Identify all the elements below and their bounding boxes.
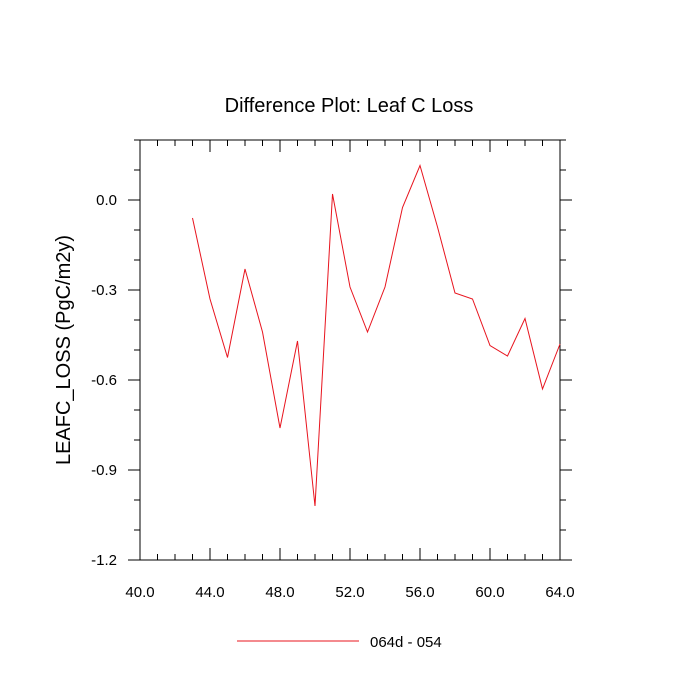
legend: 064d - 054 [237, 634, 442, 651]
y-tick-label: -1.2 [91, 552, 117, 569]
legend-label: 064d - 054 [370, 634, 442, 651]
y-tick-label: 0.0 [96, 192, 117, 209]
x-tick-label: 60.0 [475, 584, 504, 601]
y-tick-label: -0.9 [91, 462, 117, 479]
y-tick-label: -0.6 [91, 372, 117, 389]
x-tick-label: 52.0 [335, 584, 364, 601]
axis-ticks [128, 139, 572, 561]
x-tick-label: 64.0 [545, 584, 574, 601]
x-tick-label: 56.0 [405, 584, 434, 601]
axis-tick-labels: 40.0 44.0 48.0 52.0 56.0 60.0 64.0 -1.2 -0.9 -0.6… [91, 192, 574, 601]
y-axis-label: LEAFC_LOSS (PgC/m2y) [53, 235, 75, 465]
x-tick-label: 48.0 [265, 584, 294, 601]
x-tick-label: 44.0 [195, 584, 224, 601]
chart-title: Difference Plot: Leaf C Loss [225, 95, 474, 117]
series-layer [192, 163, 561, 507]
x-tick-label: 40.0 [125, 584, 154, 601]
series-line-0 [192, 163, 561, 507]
y-tick-label: -0.3 [91, 282, 117, 299]
